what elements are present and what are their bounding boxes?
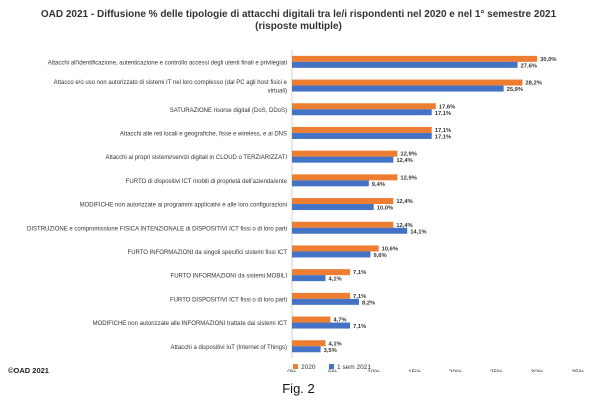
bar-1sem2021	[292, 180, 369, 187]
data-label-2020: 7,1%	[353, 294, 366, 300]
data-label-1sem2021: 8,2%	[362, 300, 375, 306]
x-tick-label: 35%	[571, 369, 584, 372]
bar-2020	[292, 198, 394, 205]
data-label-1sem2021: 10,0%	[377, 206, 393, 212]
bar-1sem2021	[292, 156, 394, 163]
bar-2020	[292, 174, 398, 181]
data-label-1sem2021: 7,1%	[353, 324, 366, 330]
category-label: Attacchi ai propri sistemi/servizi digit…	[106, 155, 288, 161]
data-label-2020: 17,1%	[435, 128, 451, 134]
x-tick-label: 15%	[408, 369, 421, 372]
category-label: MODIFICHE non autorizzate ai programmi a…	[80, 203, 287, 209]
bar-2020	[292, 292, 351, 299]
data-label-2020: 12,4%	[396, 223, 412, 229]
data-label-1sem2021: 12,4%	[396, 158, 412, 164]
data-label-2020: 7,1%	[353, 270, 366, 276]
data-label-1sem2021: 27,6%	[521, 63, 537, 69]
chart-title-line1: OAD 2021 - Diffusione % delle tipologie …	[40, 9, 557, 20]
data-label-1sem2021: 17,1%	[435, 134, 451, 140]
legend-label-2020: 2020	[301, 364, 316, 371]
bar-1sem2021	[292, 322, 351, 329]
bar-1sem2021	[292, 109, 432, 116]
category-label: FURTO di dispositivi ICT mobili di propr…	[126, 179, 288, 185]
x-tick-label: 0%	[287, 369, 297, 372]
category-label: FURTO DISPOSITIVI ICT fissi o di loro pa…	[170, 297, 287, 303]
figure-frame: OAD 2021 - Diffusione % delle tipologie …	[0, 9, 597, 375]
category-label: FURTO INFORMAZIONI da sistemi MOBILI	[171, 274, 288, 280]
data-label-1sem2021: 25,9%	[507, 87, 523, 93]
data-label-2020: 28,2%	[525, 81, 541, 87]
copyright-text: ©OAD 2021	[8, 366, 49, 375]
data-label-2020: 12,9%	[400, 152, 416, 158]
data-label-2020: 4,1%	[329, 341, 342, 347]
chart-title: OAD 2021 - Diffusione % delle tipologie …	[0, 9, 597, 33]
x-tick-label: 25%	[490, 369, 503, 372]
bar-2020	[292, 316, 331, 323]
bar-chart: Attacchi all'identificazione, autenticaz…	[27, 50, 585, 372]
bar-1sem2021	[292, 346, 321, 353]
bar-1sem2021	[292, 85, 504, 92]
bar-1sem2021	[292, 204, 374, 211]
data-label-1sem2021: 9,4%	[372, 182, 385, 188]
figure-caption: Fig. 2	[282, 381, 315, 396]
bar-1sem2021	[292, 298, 360, 305]
data-label-1sem2021: 17,1%	[435, 111, 451, 117]
bar-2020	[292, 245, 379, 252]
data-label-2020: 12,9%	[400, 175, 416, 181]
data-label-2020: 17,6%	[439, 104, 455, 110]
data-label-2020: 12,4%	[396, 199, 412, 205]
category-label: Attacchi a dispositivi IoT (Internet of …	[171, 345, 288, 351]
chart-title-line2: (risposte multiple)	[255, 21, 342, 32]
bar-2020	[292, 221, 394, 228]
x-tick-label: 10%	[367, 369, 380, 372]
bar-2020	[292, 150, 398, 157]
category-label: virtuali)	[268, 88, 287, 94]
data-label-2020: 30,0%	[540, 57, 556, 63]
category-label: MODIFICHE non autorizzate alle INFORMAZI…	[93, 321, 288, 327]
legend-swatch-2020	[293, 364, 298, 369]
data-label-1sem2021: 3,5%	[324, 348, 337, 354]
category-label: Attacchi alle reti locali e geografiche,…	[120, 131, 287, 137]
bar-2020	[292, 79, 523, 86]
bar-1sem2021	[292, 251, 371, 258]
bar-2020	[292, 340, 326, 347]
bar-1sem2021	[292, 132, 432, 139]
x-tick-label: 30%	[531, 369, 544, 372]
bar-2020	[292, 55, 538, 62]
bar-1sem2021	[292, 61, 518, 68]
data-label-1sem2021: 4,1%	[329, 277, 342, 283]
category-label: Attacco e/o uso non autorizzato di siste…	[54, 80, 288, 86]
data-label-2020: 10,6%	[382, 246, 398, 252]
data-label-2020: 4,7%	[333, 318, 346, 324]
x-tick-label: 20%	[449, 369, 462, 372]
category-label: Attacchi all'identificazione, autenticaz…	[48, 60, 287, 66]
bar-2020	[292, 103, 436, 110]
category-label: DISTRUZIONE e compromissione FISICA INTE…	[27, 226, 287, 232]
category-label: FURTO INFORMAZIONI da singoli specifici …	[128, 250, 288, 256]
x-tick-label: 5%	[328, 369, 338, 372]
legend-label-1sem2021: 1 sem 2021	[337, 364, 371, 371]
bar-2020	[292, 269, 351, 276]
bar-2020	[292, 126, 432, 133]
data-label-1sem2021: 14,1%	[410, 229, 426, 235]
bar-1sem2021	[292, 227, 408, 234]
category-label: SATURAZIONE risorse digitali (DoS, DDoS)	[170, 108, 287, 114]
bar-1sem2021	[292, 275, 326, 282]
data-label-1sem2021: 9,6%	[373, 253, 386, 259]
legend-swatch-1sem2021	[329, 364, 334, 369]
